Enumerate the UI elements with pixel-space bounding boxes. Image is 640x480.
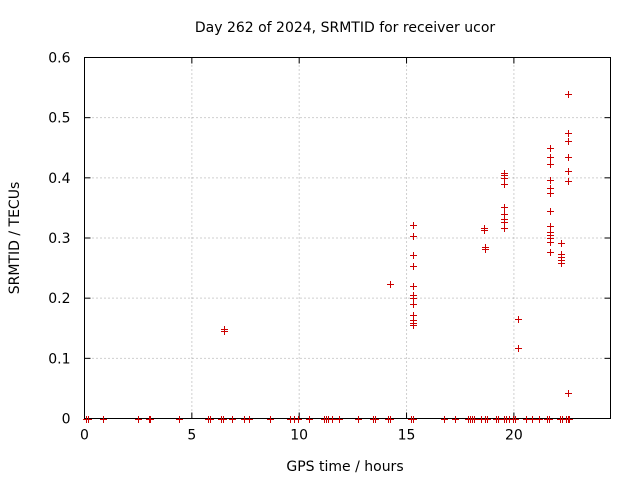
y-tick-label: 0.5 [48,111,70,127]
data-point [565,91,572,98]
y-axis-label: SRMTID / TECUs [7,182,23,295]
y-tick-label: 0.4 [48,171,70,187]
data-point [387,416,394,423]
data-point [410,222,417,229]
data-point [372,416,379,423]
data-point [410,233,417,240]
data-point [547,161,554,168]
data-point [295,416,302,423]
y-tick-label: 0.3 [48,231,70,247]
data-point [355,416,362,423]
x-tick-label: 15 [398,428,416,444]
x-tick-label: 5 [187,428,196,444]
data-point [495,416,502,423]
y-tick-label: 0.1 [48,351,70,367]
data-point [515,316,522,323]
data-point [85,416,92,423]
data-point [410,295,417,302]
data-point [565,138,572,145]
x-tick-label: 0 [80,428,89,444]
data-point [481,227,488,234]
data-point [207,416,214,423]
data-point [546,416,553,423]
data-point [482,246,489,253]
data-point [220,416,227,423]
data-point [547,190,554,197]
data-point [484,416,491,423]
data-point [501,204,508,211]
data-point [306,416,313,423]
y-tick-label: 0.2 [48,291,70,307]
data-point [523,416,530,423]
data-point [547,154,554,161]
data-point [558,260,565,267]
x-tick-label: 20 [505,428,523,444]
data-point [515,345,522,352]
data-point [512,416,519,423]
data-point [246,416,253,423]
data-point [410,283,417,290]
data-point [501,175,508,182]
data-point [565,416,572,423]
data-point [547,208,554,215]
data-point [547,145,554,152]
y-tick-label: 0 [62,412,71,428]
data-point [441,416,448,423]
grid [84,57,611,419]
data-point [452,416,459,423]
data-point [536,416,543,423]
data-point [547,239,554,246]
data-point [565,168,572,175]
data-point [565,130,572,137]
data-point [501,225,508,232]
data-point [135,416,142,423]
y-tick-label: 0.6 [48,51,70,67]
data-point [387,281,394,288]
data-point [547,249,554,256]
x-tick-label: 10 [290,428,308,444]
data-point [147,416,154,423]
data-point [547,177,554,184]
data-point [410,301,417,308]
data-point [501,181,508,188]
data-point [410,416,417,423]
data-points [83,91,573,423]
data-point [336,416,343,423]
data-point [471,416,478,423]
data-point [565,390,572,397]
axis-ticks: 0 0.1 0.2 0.3 0.4 0.5 0.6 0 5 10 15 20 [48,51,611,444]
chart-title: Day 262 of 2024, SRMTID for receiver uco… [195,20,496,36]
data-point [565,178,572,185]
data-point [229,416,236,423]
data-point [565,154,572,161]
data-point [410,252,417,259]
data-point [176,416,183,423]
x-axis-label: GPS time / hours [286,459,403,475]
data-point [410,263,417,270]
data-point [529,416,536,423]
data-point [329,416,336,423]
data-point [267,416,274,423]
data-point [100,416,107,423]
plot-frame [84,57,611,419]
data-point [410,322,417,329]
data-point [558,240,565,247]
data-point [221,328,228,335]
data-point [501,219,508,226]
data-point [547,223,554,230]
